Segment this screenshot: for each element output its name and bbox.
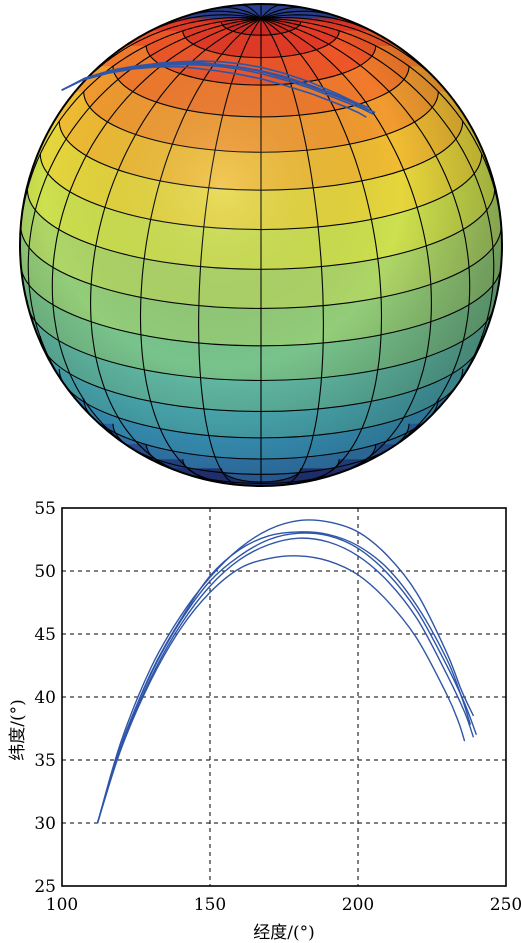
y-axis-label: 纬度/(°): [8, 699, 28, 761]
trajectory-line-2: [96, 532, 478, 824]
plot-frame: [61, 507, 507, 887]
globe-trajectories: [61, 60, 376, 118]
line-chart: 100 150 200 250 25 30 35 40 45 50 55 经度/(°) 纬度/(°…: [8, 499, 521, 943]
x-tick-label: 200: [342, 895, 374, 915]
y-tick-label: 45: [34, 625, 56, 645]
globe-panel: [19, 3, 503, 487]
y-tick-label: 30: [34, 814, 56, 834]
trajectory-line-5: [96, 531, 472, 824]
trajectory-line-4: [96, 555, 466, 824]
trajectory-line-3: [96, 537, 475, 824]
trajectory-line-1: [96, 519, 475, 824]
x-tick-label: 100: [46, 895, 78, 915]
y-tick-label: 50: [34, 562, 56, 582]
x-tick-label: 250: [490, 895, 521, 915]
y-tick-label: 40: [34, 688, 56, 708]
grid-lines: [62, 508, 506, 886]
globe-trajectory-5: [61, 61, 369, 112]
y-tick-labels: 25 30 35 40 45 50 55: [34, 499, 56, 897]
x-tick-label: 150: [194, 895, 226, 915]
y-tick-label: 35: [34, 751, 56, 771]
y-tick-label: 25: [34, 877, 56, 897]
sphere-shading: [20, 4, 502, 486]
globe-trajectory-1: [61, 60, 370, 109]
trajectory-lines: [96, 519, 478, 824]
x-axis-label: 经度/(°): [253, 923, 315, 943]
globe-trajectory-4: [61, 65, 367, 118]
y-tick-label: 55: [34, 499, 56, 519]
sphere-outline: [19, 3, 503, 487]
x-tick-labels: 100 150 200 250: [46, 895, 521, 915]
